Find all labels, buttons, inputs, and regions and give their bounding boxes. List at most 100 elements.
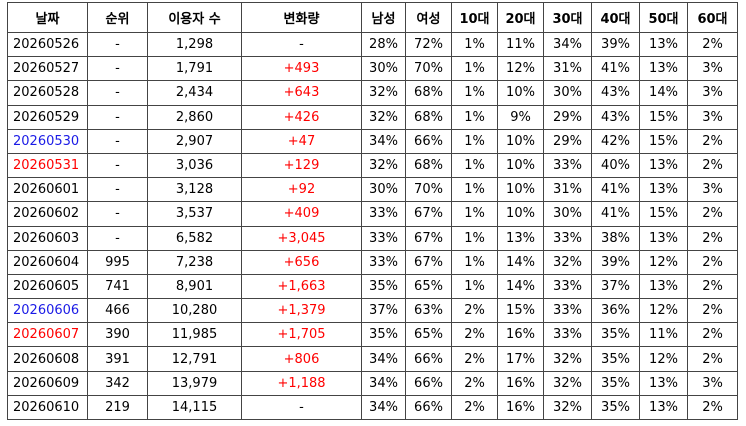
table-cell: 995 xyxy=(87,249,148,275)
table-row: 20260601-3,128 +92 30% 70% 1% 10% 31% 41% 13% 3% xyxy=(7,177,738,203)
table-cell: 3% xyxy=(687,80,738,106)
table-cell: 1% xyxy=(451,128,498,154)
table-cell: 40% xyxy=(591,152,640,179)
table-cell: - xyxy=(87,201,148,227)
header-cell: 60대 xyxy=(687,2,738,33)
table-cell: 3% xyxy=(687,177,738,203)
header-cell: 순위 xyxy=(87,2,148,33)
table-cell: 10% xyxy=(497,128,544,154)
table-row: 20260527-1,791 +493 30% 70% 1% 12% 31% 41% 13% 3% xyxy=(7,56,738,82)
table-cell: 13% xyxy=(639,394,688,421)
header-cell: 10대 xyxy=(451,2,498,33)
date-cell: 20260526 xyxy=(7,31,88,58)
table-cell: - xyxy=(241,394,362,421)
table-cell: +1,188 xyxy=(241,370,362,396)
table-cell: 32% xyxy=(361,104,406,130)
table-cell: +47 xyxy=(241,128,362,154)
table-cell: 43% xyxy=(591,80,640,106)
table-cell: +656 xyxy=(241,249,362,275)
table-cell: 17% xyxy=(497,346,544,372)
header-cell: 여성 xyxy=(405,2,452,33)
table-cell: 33% xyxy=(543,298,592,324)
table-cell: - xyxy=(87,177,148,203)
table-cell: 1% xyxy=(451,177,498,203)
table-cell: 219 xyxy=(87,394,148,421)
table-cell: 32% xyxy=(361,152,406,179)
date-cell: 20260605 xyxy=(7,273,88,300)
table-cell: +493 xyxy=(241,56,362,82)
table-cell: 8,901 xyxy=(147,273,242,300)
table-cell: 2% xyxy=(451,298,498,324)
table-cell: 32% xyxy=(543,394,592,421)
table-cell: 32% xyxy=(361,80,406,106)
table-cell: - xyxy=(87,152,148,179)
date-cell: 20260606 xyxy=(7,298,88,324)
table-cell: 35% xyxy=(361,322,406,348)
table-cell: 72% xyxy=(405,31,452,58)
table-cell: 35% xyxy=(591,322,640,348)
table-cell: 2% xyxy=(451,346,498,372)
table-cell: 2% xyxy=(687,201,738,227)
header-cell: 이용자 수 xyxy=(147,2,242,33)
table-row: 20260603-6,582 +3,045 33% 67% 1% 13% 33% 38% 13%… xyxy=(7,225,738,251)
table-cell: 37% xyxy=(361,298,406,324)
table-cell: 33% xyxy=(361,249,406,275)
table-cell: 2% xyxy=(687,31,738,58)
date-cell: 20260529 xyxy=(7,104,88,130)
table-cell: 33% xyxy=(543,322,592,348)
table-cell: 1% xyxy=(451,152,498,179)
table-cell: 15% xyxy=(497,298,544,324)
table-cell: 1% xyxy=(451,225,498,251)
table-cell: 33% xyxy=(543,152,592,179)
table-cell: 13% xyxy=(639,273,688,300)
table-cell: 70% xyxy=(405,177,452,203)
table-row: 20260529-2,860 +426 32% 68% 1% 9% 29% 43% 15% 3% xyxy=(7,104,738,130)
table-cell: 29% xyxy=(543,104,592,130)
table-cell: 13,979 xyxy=(147,370,242,396)
table-cell: 2% xyxy=(451,370,498,396)
data-table: 날짜 순위 이용자 수 변화량 남성 여성 10대 20대 30대 40대 50대 60대 20260… xyxy=(7,2,738,421)
table-cell: - xyxy=(87,225,148,251)
table-cell: 30% xyxy=(361,56,406,82)
table-cell: 36% xyxy=(591,298,640,324)
table-cell: 34% xyxy=(361,346,406,372)
table-cell: 14% xyxy=(639,80,688,106)
table-cell: 16% xyxy=(497,370,544,396)
header-cell: 날짜 xyxy=(7,2,88,33)
table-cell: 6,582 xyxy=(147,225,242,251)
table-cell: 13% xyxy=(639,152,688,179)
table-row: 20260608 391 12,791 +806 34% 66% 2% 17% 32% 35% 12… xyxy=(7,346,738,372)
table-cell: 66% xyxy=(405,394,452,421)
table-cell: 12% xyxy=(639,346,688,372)
table-cell: 16% xyxy=(497,322,544,348)
table-cell: 11% xyxy=(639,322,688,348)
table-cell: 13% xyxy=(639,31,688,58)
table-cell: 37% xyxy=(591,273,640,300)
table-row: 20260609 342 13,979 +1,188 34% 66% 2% 16% 32% 35%… xyxy=(7,370,738,396)
table-row: 20260610 219 14,115-34% 66% 2% 16% 32% 35% 13% 2% xyxy=(7,394,738,421)
table-cell: 14% xyxy=(497,273,544,300)
table-cell: 15% xyxy=(639,201,688,227)
date-cell: 20260530 xyxy=(7,128,88,154)
table-row: 20260607 390 11,985 +1,705 35% 65% 2% 16% 33% 35%… xyxy=(7,322,738,348)
table-cell: 30% xyxy=(543,80,592,106)
table-cell: 63% xyxy=(405,298,452,324)
table-cell: 2,907 xyxy=(147,128,242,154)
table-cell: 12% xyxy=(639,298,688,324)
table-cell: 2% xyxy=(687,346,738,372)
table-cell: 33% xyxy=(361,201,406,227)
table-cell: 1,298 xyxy=(147,31,242,58)
table-cell: 39% xyxy=(591,31,640,58)
table-cell: 10% xyxy=(497,201,544,227)
header-cell: 남성 xyxy=(361,2,406,33)
table-cell: 38% xyxy=(591,225,640,251)
table-cell: 7,238 xyxy=(147,249,242,275)
table-cell: 14% xyxy=(497,249,544,275)
table-cell: 11,985 xyxy=(147,322,242,348)
table-cell: 390 xyxy=(87,322,148,348)
table-cell: - xyxy=(87,31,148,58)
table-cell: 13% xyxy=(639,370,688,396)
table-cell: 10,280 xyxy=(147,298,242,324)
table-cell: 13% xyxy=(497,225,544,251)
